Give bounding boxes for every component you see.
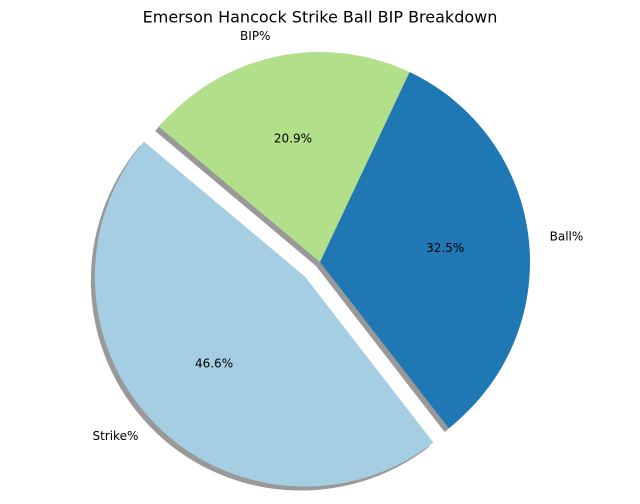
chart-title: Emerson Hancock Strike Ball BIP Breakdow… [143, 8, 498, 27]
wedge [94, 141, 434, 487]
slice-label: Ball% [550, 229, 584, 243]
wedge [159, 51, 410, 263]
value-label: 20.9% [274, 131, 312, 145]
value-label: 32.5% [426, 241, 464, 255]
value-label: 46.6% [195, 356, 233, 370]
wedge [320, 72, 531, 429]
slice-label: Strike% [92, 429, 138, 443]
slice-label: BIP% [240, 29, 270, 43]
